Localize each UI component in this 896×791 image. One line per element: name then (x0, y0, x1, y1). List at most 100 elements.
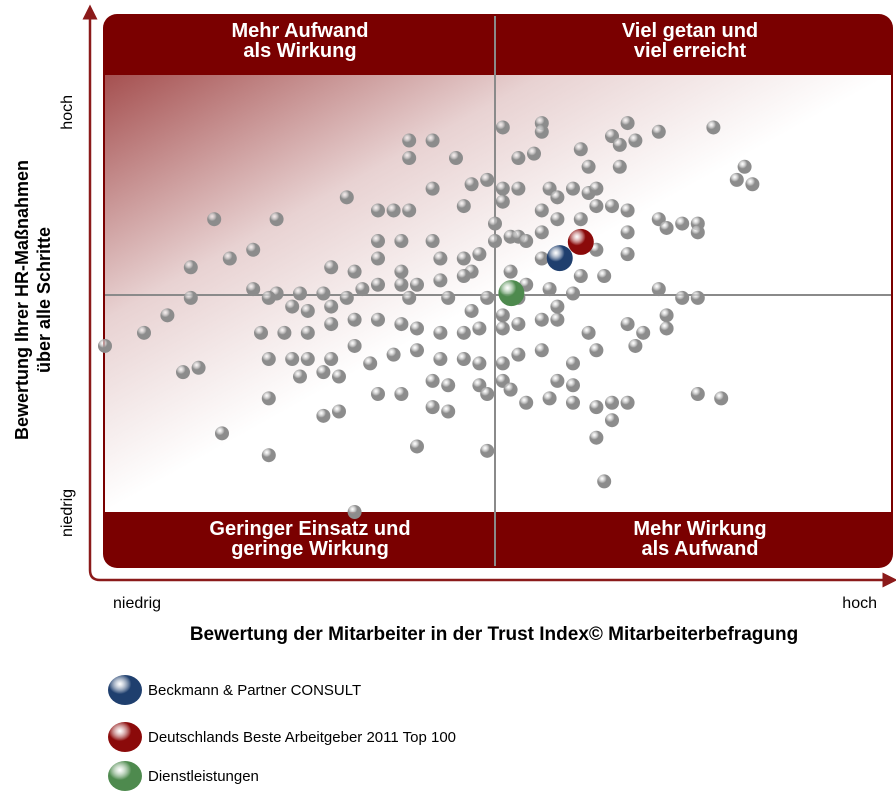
data-point (659, 308, 674, 323)
data-point (636, 325, 651, 340)
data-point (386, 203, 401, 218)
data-point (620, 116, 635, 131)
data-point (567, 228, 594, 255)
data-point (433, 251, 448, 266)
data-point (261, 290, 276, 305)
data-point (534, 251, 549, 266)
data-point (573, 269, 588, 284)
data-point (293, 369, 307, 384)
data-point (324, 260, 339, 275)
x-tick-label: hoch (842, 595, 877, 612)
data-point (324, 352, 339, 367)
data-point (620, 317, 635, 332)
data-point (402, 290, 417, 305)
data-point (449, 151, 463, 166)
data-point (425, 400, 440, 415)
data-point (534, 343, 549, 358)
data-point (495, 308, 510, 323)
data-point (620, 247, 635, 262)
data-point (222, 251, 237, 266)
data-point (745, 177, 760, 192)
data-point (176, 365, 190, 380)
data-point (589, 199, 604, 214)
data-point (612, 159, 627, 174)
data-point (207, 212, 222, 227)
data-point (215, 426, 229, 441)
data-point (566, 181, 580, 196)
data-point (488, 216, 502, 231)
data-point (332, 369, 346, 384)
data-point (355, 282, 370, 297)
data-point (566, 286, 580, 301)
data-point (261, 448, 276, 463)
data-point (324, 317, 339, 332)
data-point (651, 282, 666, 297)
quadrant-label: als Wirkung (243, 40, 356, 62)
quadrant-label: Mehr Aufwand (231, 20, 368, 42)
quadrant-frame (103, 14, 893, 568)
data-point (191, 360, 206, 375)
data-point (402, 133, 417, 148)
data-point (714, 391, 729, 406)
data-point (589, 343, 604, 358)
data-point (394, 234, 409, 249)
legend-label: Dienstleistungen (148, 768, 259, 785)
data-point (659, 321, 674, 336)
data-point (261, 352, 276, 367)
legend-marker (108, 675, 142, 705)
y-axis-title-line: Bewertung Ihrer HR-Maßnahmen (12, 160, 32, 440)
data-point (550, 190, 565, 205)
data-point (394, 387, 409, 402)
data-point (246, 242, 261, 257)
data-point (573, 142, 588, 157)
data-point (480, 290, 495, 305)
data-point (589, 181, 604, 196)
data-point (347, 312, 362, 327)
data-point (480, 443, 495, 458)
y-tick-label: niedrig (59, 489, 76, 537)
data-point (472, 321, 487, 336)
data-point (605, 413, 619, 428)
data-point (534, 225, 549, 240)
data-point (464, 177, 479, 192)
y-axis-title-line: über alle Schritte (34, 227, 54, 373)
data-point (410, 439, 424, 454)
data-point (550, 373, 565, 388)
data-point (534, 203, 549, 218)
data-point (581, 159, 596, 174)
data-point (425, 133, 440, 148)
data-point (589, 400, 604, 415)
data-point (316, 365, 331, 380)
data-point (347, 264, 362, 279)
data-point (246, 282, 261, 297)
data-point (495, 120, 510, 135)
data-point (402, 151, 417, 166)
data-point (410, 321, 424, 336)
data-point (534, 124, 549, 139)
data-point (456, 251, 471, 266)
data-point (425, 373, 440, 388)
data-point (316, 286, 331, 301)
data-point (542, 391, 557, 406)
data-point (519, 395, 534, 410)
data-point (285, 352, 300, 367)
data-point (425, 234, 440, 249)
data-point (261, 391, 276, 406)
legend-marker (108, 761, 142, 791)
data-point (363, 356, 378, 371)
data-point (605, 199, 619, 214)
data-point (550, 299, 565, 314)
data-point (503, 264, 518, 279)
data-point (433, 273, 448, 288)
data-point (675, 216, 690, 231)
data-point (498, 280, 525, 307)
data-point (410, 277, 424, 292)
data-point (527, 146, 541, 161)
data-point (519, 234, 534, 249)
data-point (402, 203, 417, 218)
data-point (464, 303, 479, 318)
quadrant-label: viel erreicht (634, 40, 747, 62)
data-point (550, 312, 565, 327)
data-point (550, 212, 565, 227)
